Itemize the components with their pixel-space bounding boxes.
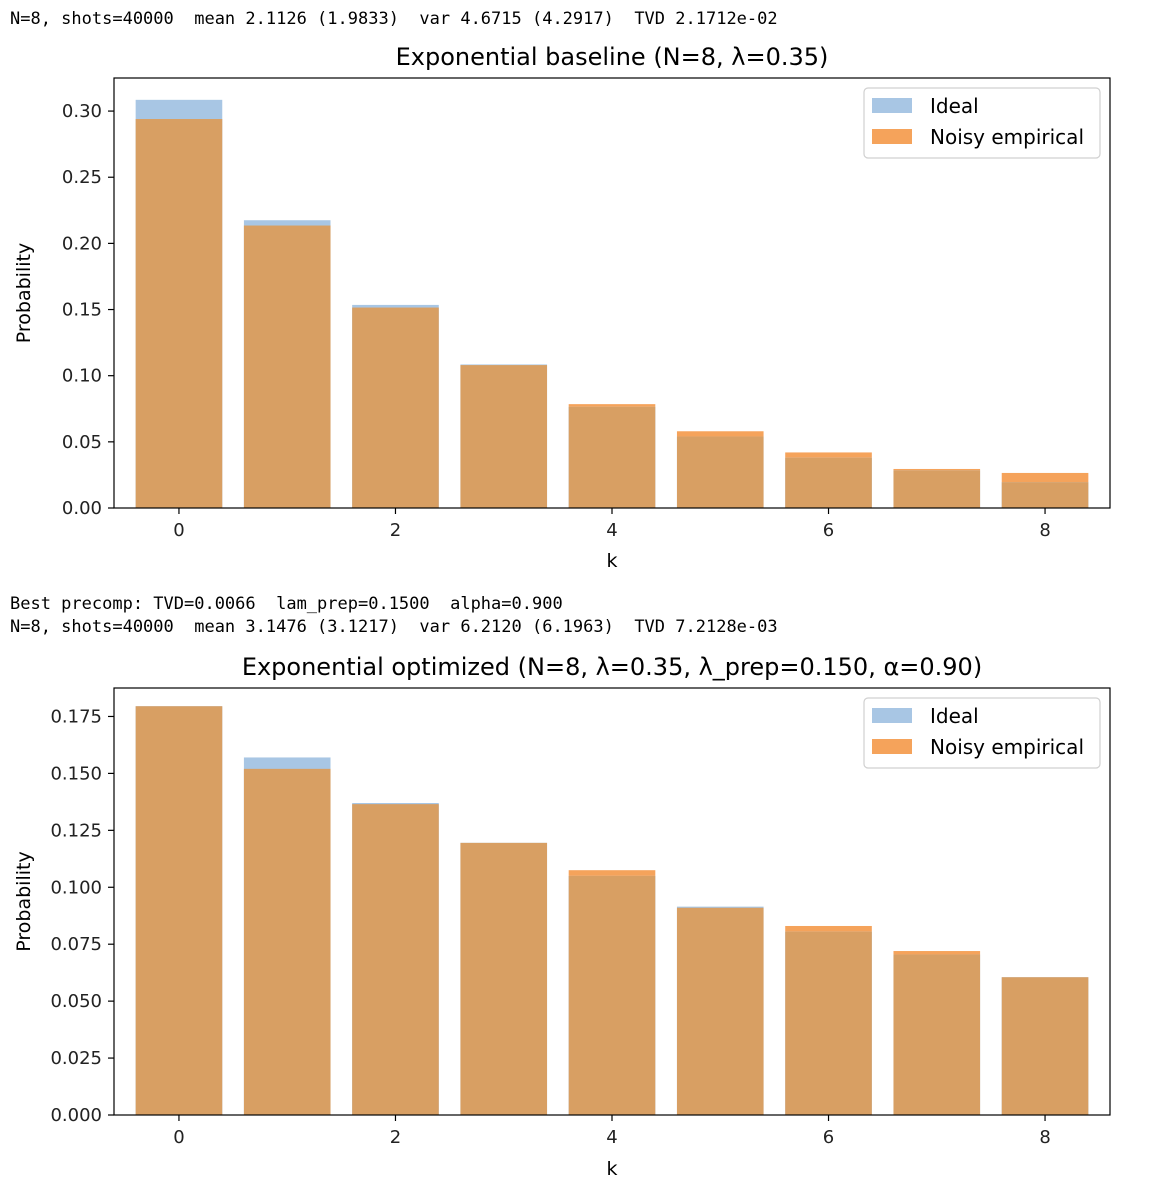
bar-noisy-6 (785, 931, 872, 1115)
y-tick-label: 0.025 (50, 1048, 102, 1069)
x-tick-label: 6 (823, 520, 834, 541)
bar-noisy-5 (676, 436, 764, 508)
bar-noisy-0 (135, 706, 223, 1115)
bar-noisy-excess-8 (1001, 472, 1089, 483)
y-tick-label: 0.25 (62, 167, 102, 188)
y-tick-label: 0.05 (62, 432, 102, 453)
x-tick-label: 4 (606, 520, 617, 541)
bar-noisy-2 (352, 804, 439, 1115)
legend-swatch-ideal (872, 708, 912, 723)
bar-noisy-excess-6 (785, 925, 872, 932)
y-tick-label: 0.150 (50, 763, 102, 784)
x-tick-label: 8 (1039, 1127, 1050, 1148)
x-axis-label: k (606, 1158, 617, 1180)
bar-noisy-excess-5 (676, 431, 764, 437)
bar-noisy-4 (568, 875, 656, 1115)
chart-title: Exponential baseline (N=8, λ=0.35) (396, 43, 829, 71)
bar-noisy-excess-7 (893, 951, 981, 955)
x-tick-label: 4 (606, 1127, 617, 1148)
bar-noisy-5 (676, 907, 764, 1115)
bar-noisy-excess-7 (893, 468, 981, 471)
best-precomp-output-line: Best precomp: TVD=0.0066 lam_prep=0.1500… (10, 594, 563, 614)
bar-noisy-8 (1001, 977, 1089, 1115)
bar-noisy-0 (135, 119, 223, 508)
bar-noisy-2 (352, 307, 439, 508)
legend-label-ideal: Ideal (930, 94, 979, 118)
chart-optimized: Exponential optimized (N=8, λ=0.35, λ_pr… (13, 653, 1111, 1180)
y-axis-label: Probability (13, 243, 35, 343)
bar-noisy-7 (893, 954, 981, 1115)
bar-noisy-excess-6 (785, 452, 872, 458)
legend-swatch-noisy (872, 739, 912, 754)
y-tick-label: 0.100 (50, 877, 102, 898)
bar-noisy-excess-4 (568, 404, 656, 407)
y-tick-label: 0.30 (62, 101, 102, 122)
x-tick-label: 0 (173, 520, 184, 541)
y-tick-label: 0.10 (62, 366, 102, 387)
y-tick-label: 0.125 (50, 820, 102, 841)
y-tick-label: 0.000 (50, 1105, 102, 1126)
bar-noisy-1 (243, 768, 331, 1115)
legend-box (863, 87, 1101, 159)
stats-output-line-2: N=8, shots=40000 mean 3.1476 (3.1217) va… (10, 617, 778, 637)
bar-noisy-excess-4 (568, 870, 656, 876)
y-axis-label: Probability (13, 851, 35, 951)
stats-output-line-1: N=8, shots=40000 mean 2.1126 (1.9833) va… (10, 9, 778, 29)
y-tick-label: 0.175 (50, 706, 102, 727)
legend-swatch-ideal (872, 98, 912, 113)
chart-baseline: Exponential baseline (N=8, λ=0.35) 0.00 0.… (13, 43, 1111, 572)
bar-noisy-8 (1001, 482, 1089, 508)
chart-title: Exponential optimized (N=8, λ=0.35, λ_pr… (242, 653, 982, 681)
x-tick-label: 2 (390, 520, 401, 541)
y-tick-label: 0.15 (62, 300, 102, 321)
x-tick-label: 8 (1039, 520, 1050, 541)
bar-noisy-3 (460, 842, 548, 1115)
bar-noisy-4 (568, 406, 656, 508)
legend-label-noisy: Noisy empirical (930, 735, 1084, 759)
y-tick-label: 0.20 (62, 233, 102, 254)
x-axis-label: k (606, 550, 617, 572)
legend-label-noisy: Noisy empirical (930, 125, 1084, 149)
legend-label-ideal: Ideal (930, 704, 979, 728)
x-tick-label: 2 (390, 1127, 401, 1148)
bar-noisy-3 (460, 365, 548, 508)
legend-swatch-noisy (872, 129, 912, 144)
bar-noisy-7 (893, 470, 981, 508)
y-tick-label: 0.050 (50, 991, 102, 1012)
x-tick-label: 0 (173, 1127, 184, 1148)
x-tick-label: 6 (823, 1127, 834, 1148)
y-tick-label: 0.00 (62, 498, 102, 519)
y-tick-label: 0.075 (50, 934, 102, 955)
legend-box (863, 697, 1101, 769)
bar-noisy-1 (243, 225, 331, 508)
bar-noisy-6 (785, 457, 872, 508)
